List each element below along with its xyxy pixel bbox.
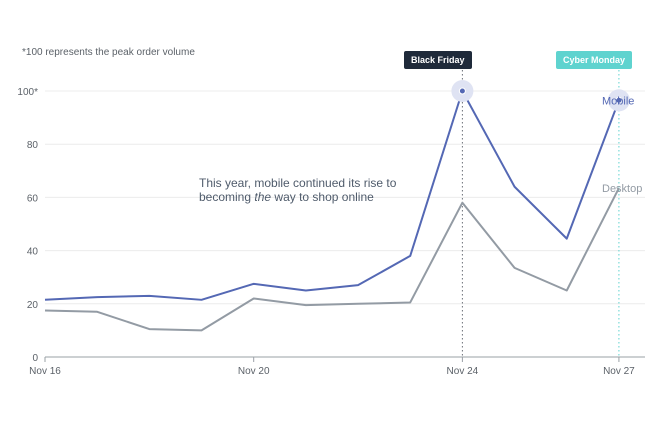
x-tick-label: Nov 20	[238, 366, 270, 377]
x-tick-label: Nov 27	[603, 366, 635, 377]
x-tick-label: Nov 24	[447, 366, 479, 377]
black-friday-badge: Black Friday	[404, 51, 472, 69]
annotation-text-after: way to shop online	[271, 190, 374, 204]
x-tick-label: Nov 16	[29, 366, 61, 377]
series-lines	[44, 90, 620, 332]
y-tick-label: 40	[27, 247, 39, 258]
y-tick-label: 100*	[17, 87, 38, 98]
annotation-emphasis: the	[254, 190, 272, 204]
chart-annotation: This year, mobile continued its rise to …	[199, 176, 399, 204]
cyber-monday-badge: Cyber Monday	[556, 51, 633, 69]
y-gridlines	[45, 90, 645, 358]
series-label-desktop: Desktop	[602, 183, 642, 195]
x-axis: Nov 16 Nov 20 Nov 24 Nov 27	[29, 357, 635, 377]
chart-note: *100 represents the peak order volume	[22, 47, 195, 58]
y-tick-label: 60	[27, 193, 39, 204]
peak-dot	[615, 96, 623, 104]
peak-dot	[458, 87, 466, 95]
annotation-text-before: This year, mobile continued its rise to …	[199, 176, 397, 204]
series-labels: Mobile Desktop	[602, 95, 642, 195]
y-axis-ticks: 0 20 40 60 80 100*	[17, 87, 38, 364]
series-line-desktop	[44, 187, 620, 332]
peak-markers	[451, 80, 630, 112]
y-tick-label: 0	[32, 353, 38, 364]
series-line-mobile	[44, 90, 620, 301]
y-tick-label: 80	[27, 140, 39, 151]
series-label-mobile: Mobile	[602, 95, 634, 107]
y-tick-label: 20	[27, 300, 39, 311]
